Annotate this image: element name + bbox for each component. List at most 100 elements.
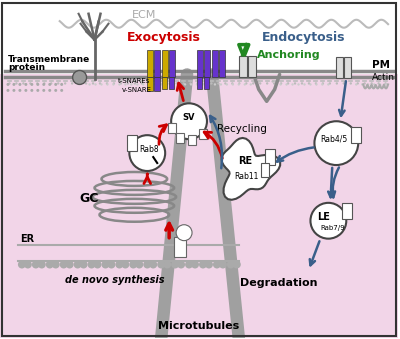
Circle shape	[18, 261, 26, 268]
Circle shape	[18, 89, 21, 92]
Circle shape	[205, 261, 213, 268]
Circle shape	[322, 82, 324, 85]
Circle shape	[361, 83, 363, 86]
Circle shape	[112, 83, 115, 86]
Text: ER: ER	[20, 234, 34, 244]
Circle shape	[121, 261, 129, 268]
Circle shape	[129, 135, 165, 171]
Text: Endocytosis: Endocytosis	[262, 31, 345, 44]
Polygon shape	[222, 138, 280, 200]
Bar	[174, 237, 186, 257]
Circle shape	[116, 261, 123, 268]
Circle shape	[280, 83, 282, 86]
Text: Microtubules: Microtubules	[158, 321, 240, 331]
Circle shape	[162, 82, 164, 85]
Bar	[147, 77, 153, 92]
Circle shape	[226, 83, 228, 86]
Circle shape	[38, 261, 46, 268]
Text: Recycling: Recycling	[217, 124, 267, 134]
Circle shape	[142, 83, 144, 86]
Circle shape	[108, 261, 116, 268]
Circle shape	[329, 82, 331, 85]
Text: Rab4/5: Rab4/5	[321, 135, 348, 144]
Circle shape	[280, 82, 282, 85]
Circle shape	[54, 89, 57, 92]
Circle shape	[238, 82, 240, 85]
Circle shape	[148, 82, 150, 85]
Circle shape	[42, 83, 45, 86]
Circle shape	[42, 89, 45, 92]
Circle shape	[85, 82, 87, 85]
Bar	[212, 49, 218, 77]
Circle shape	[154, 82, 157, 85]
Text: Degradation: Degradation	[240, 278, 317, 288]
Circle shape	[6, 83, 10, 86]
Bar	[168, 123, 176, 133]
Circle shape	[297, 83, 300, 86]
Bar	[0, 1, 398, 75]
Circle shape	[60, 89, 63, 92]
Bar	[154, 77, 160, 92]
Text: Exocytosis: Exocytosis	[127, 31, 201, 44]
Circle shape	[321, 83, 324, 86]
Circle shape	[135, 261, 143, 268]
Circle shape	[143, 261, 151, 268]
Circle shape	[30, 83, 33, 86]
Circle shape	[208, 83, 210, 86]
Circle shape	[71, 82, 73, 85]
Circle shape	[160, 83, 162, 86]
Text: v-SNARE: v-SNARE	[121, 87, 151, 93]
Text: Rab8: Rab8	[140, 145, 159, 154]
Circle shape	[182, 82, 185, 85]
Bar	[0, 75, 398, 338]
Circle shape	[6, 89, 10, 92]
Circle shape	[196, 83, 198, 86]
Bar	[162, 77, 167, 89]
Circle shape	[136, 83, 138, 86]
Circle shape	[250, 83, 252, 86]
Circle shape	[149, 261, 157, 268]
Circle shape	[24, 83, 27, 86]
Circle shape	[379, 83, 381, 86]
Circle shape	[384, 82, 387, 85]
Circle shape	[43, 82, 46, 85]
Circle shape	[350, 82, 352, 85]
Circle shape	[303, 83, 306, 86]
Circle shape	[238, 83, 240, 86]
Circle shape	[190, 83, 192, 86]
Circle shape	[171, 261, 179, 268]
Text: Anchoring: Anchoring	[257, 49, 320, 60]
Circle shape	[92, 82, 94, 85]
Circle shape	[245, 82, 248, 85]
Bar	[197, 49, 203, 77]
Circle shape	[163, 261, 171, 268]
Circle shape	[232, 83, 234, 86]
Circle shape	[154, 83, 156, 86]
Circle shape	[48, 89, 51, 92]
Circle shape	[78, 82, 80, 85]
Circle shape	[294, 82, 296, 85]
Text: ECM: ECM	[132, 10, 156, 20]
Circle shape	[185, 261, 193, 268]
Circle shape	[276, 80, 278, 83]
Circle shape	[32, 261, 40, 268]
Bar	[261, 163, 269, 177]
Bar	[188, 135, 196, 145]
Bar	[351, 127, 361, 143]
Circle shape	[60, 261, 68, 268]
Circle shape	[118, 83, 121, 86]
Circle shape	[202, 83, 204, 86]
Circle shape	[227, 261, 235, 268]
Circle shape	[191, 261, 199, 268]
Circle shape	[88, 261, 96, 268]
Circle shape	[106, 83, 109, 86]
Bar	[162, 49, 168, 77]
Text: GC: GC	[80, 192, 99, 205]
Circle shape	[370, 82, 373, 85]
Circle shape	[203, 82, 206, 85]
Circle shape	[196, 82, 199, 85]
Circle shape	[291, 83, 294, 86]
Circle shape	[22, 82, 24, 85]
Circle shape	[172, 83, 174, 86]
Circle shape	[166, 83, 168, 86]
